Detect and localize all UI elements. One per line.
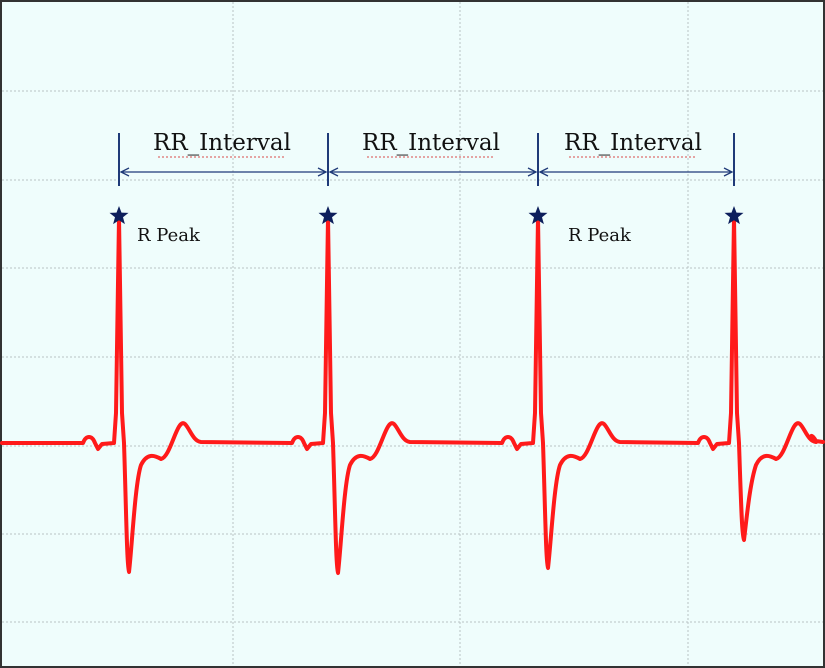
arrowhead-right-icon — [723, 167, 734, 177]
arrowhead-left-icon — [538, 167, 549, 177]
rr-interval-label-1: RR_Interval — [153, 130, 291, 156]
rr-interval-label-3: RR_Interval — [564, 130, 702, 156]
r-peak-markers — [109, 206, 744, 225]
ecg-waveform — [0, 216, 825, 575]
arrowhead-right-icon — [317, 167, 328, 177]
arrowhead-right-icon — [527, 167, 538, 177]
r-peak-label-2: R Peak — [568, 225, 632, 246]
star-icon — [528, 206, 548, 225]
rr-interval-annotations — [118, 133, 735, 186]
star-icon — [724, 206, 744, 225]
arrowhead-left-icon — [328, 167, 339, 177]
rr-interval-label-2: RR_Interval — [362, 130, 500, 156]
r-peak-label-1: R Peak — [137, 225, 201, 246]
arrowhead-left-icon — [119, 167, 130, 177]
star-icon — [109, 206, 129, 225]
star-icon — [318, 206, 338, 225]
